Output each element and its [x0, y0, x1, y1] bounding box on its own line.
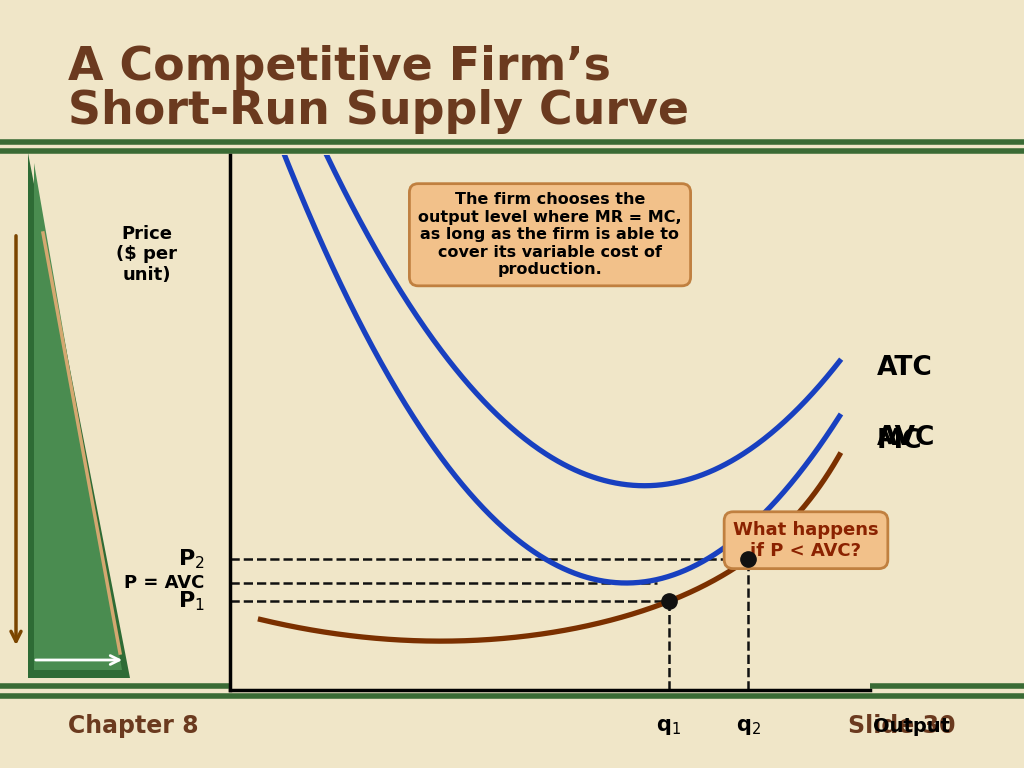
Text: Output: Output	[873, 717, 950, 736]
Text: AVC: AVC	[877, 425, 935, 451]
Text: q$_1$: q$_1$	[656, 717, 681, 737]
Text: ATC: ATC	[877, 355, 932, 381]
Text: Chapter 8: Chapter 8	[68, 714, 199, 738]
Text: P = AVC: P = AVC	[124, 574, 205, 592]
Text: Short-Run Supply Curve: Short-Run Supply Curve	[68, 88, 689, 134]
Text: Slide 30: Slide 30	[849, 714, 956, 738]
Text: q$_2$: q$_2$	[735, 717, 761, 737]
Text: P$_2$: P$_2$	[177, 547, 205, 571]
Text: A Competitive Firm’s: A Competitive Firm’s	[68, 45, 611, 91]
Text: The firm chooses the
output level where MR = MC,
as long as the firm is able to
: The firm chooses the output level where …	[418, 193, 682, 277]
Text: What happens
if P < AVC?: What happens if P < AVC?	[733, 521, 879, 560]
Polygon shape	[28, 153, 130, 678]
Text: MC: MC	[877, 428, 922, 454]
Text: P$_1$: P$_1$	[177, 590, 205, 613]
Text: Price
($ per
unit): Price ($ per unit)	[117, 224, 177, 284]
Polygon shape	[34, 163, 122, 670]
